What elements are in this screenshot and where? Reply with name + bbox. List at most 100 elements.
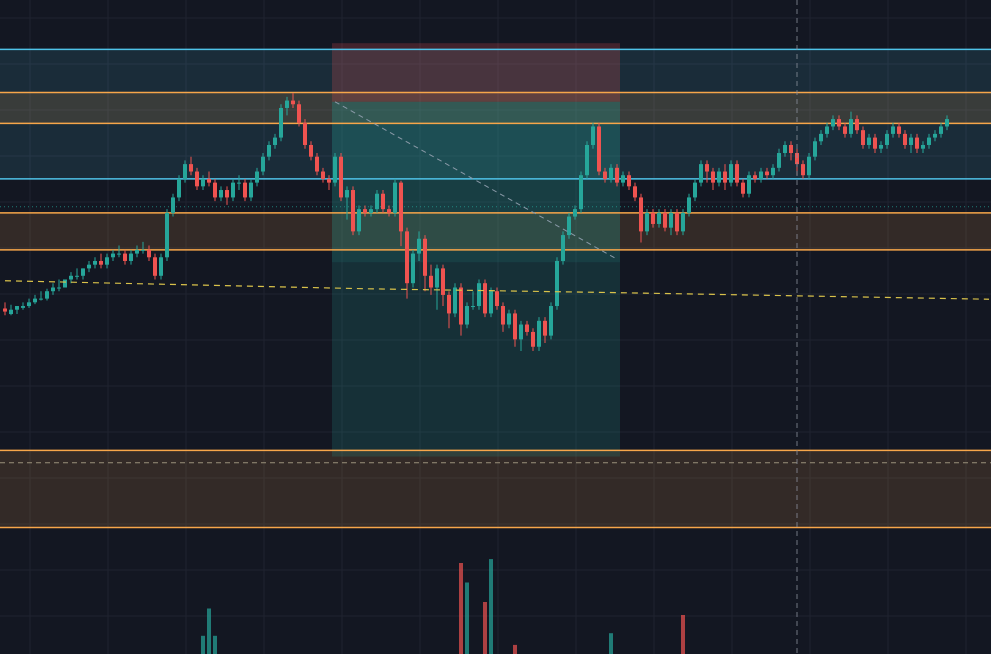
candle-body: [129, 253, 133, 261]
candle-body: [327, 178, 331, 183]
candle-body: [555, 260, 559, 307]
candle-body: [81, 268, 85, 276]
candle-body: [549, 306, 553, 336]
candle-body: [801, 164, 805, 176]
candle-body: [759, 171, 763, 179]
candle-body: [783, 144, 787, 154]
zone-orange: [0, 450, 991, 528]
candle-body: [825, 126, 829, 134]
volume-bar: [489, 559, 493, 654]
candle-body: [123, 253, 127, 261]
candle-body: [579, 175, 583, 210]
candle-body: [897, 126, 901, 134]
candle-body: [105, 257, 109, 265]
candle-body: [21, 306, 25, 308]
candle-body: [441, 268, 445, 295]
candle-body: [231, 182, 235, 198]
candle-body: [309, 144, 313, 157]
candle-body: [117, 253, 121, 255]
candle-body: [591, 126, 595, 145]
candle-body: [687, 197, 691, 213]
candle-body: [909, 137, 913, 145]
candle-body: [891, 126, 895, 134]
candle-body: [705, 164, 709, 172]
candle-body: [795, 153, 799, 165]
candle-body: [531, 331, 535, 347]
candle-body: [267, 144, 271, 157]
candle-body: [663, 212, 667, 228]
candle-body: [789, 144, 793, 154]
candle-body: [819, 133, 823, 142]
zones: [0, 49, 991, 528]
candle-body: [921, 144, 925, 149]
volume-bar: [207, 608, 211, 654]
candle-body: [243, 182, 247, 198]
candle-body: [153, 257, 157, 276]
candle-body: [93, 260, 97, 265]
candle-body: [837, 119, 841, 127]
candle-body: [393, 182, 397, 213]
moving-average-line: [4, 280, 990, 300]
candle-body: [933, 133, 937, 138]
candle-body: [75, 275, 79, 277]
candle-body: [495, 291, 499, 307]
candle-body: [693, 182, 697, 198]
candle-body: [303, 122, 307, 145]
candle-body: [747, 175, 751, 194]
candle-body: [15, 306, 19, 310]
position-target-zone: [332, 101, 620, 457]
candle-body: [285, 100, 289, 108]
volume-bar: [681, 615, 685, 654]
candle-body: [363, 209, 367, 213]
candle-body: [27, 302, 31, 307]
candle-body: [291, 100, 295, 105]
candle-body: [465, 306, 469, 325]
candle-body: [657, 212, 661, 224]
candle-body: [585, 144, 589, 176]
candle-body: [855, 119, 859, 131]
candle-body: [405, 231, 409, 284]
candle-body: [885, 133, 889, 145]
candle-body: [945, 119, 949, 127]
zone-blue: [0, 49, 991, 179]
candle-body: [561, 235, 565, 261]
candle-body: [189, 164, 193, 172]
candle-body: [237, 182, 241, 184]
candle-body: [729, 164, 733, 183]
candle-body: [339, 156, 343, 198]
candle-body: [903, 133, 907, 145]
candle-body: [753, 175, 757, 179]
candle-body: [147, 249, 151, 258]
candle-body: [39, 298, 43, 300]
candle-body: [279, 107, 283, 138]
candle-body: [447, 294, 451, 314]
candle-body: [321, 171, 325, 179]
candle-body: [99, 260, 103, 265]
candle-body: [219, 190, 223, 198]
candle-body: [735, 164, 739, 183]
volume-bar: [465, 582, 469, 654]
candle-body: [675, 212, 679, 232]
candle-body: [381, 193, 385, 210]
candle-body: [723, 171, 727, 183]
candle-body: [297, 104, 301, 123]
volume-bar: [201, 635, 205, 654]
candle-body: [411, 253, 415, 284]
candle-body: [345, 190, 349, 198]
candle-body: [639, 197, 643, 232]
candle-body: [333, 156, 337, 183]
candle-body: [399, 182, 403, 232]
candle-body: [567, 216, 571, 236]
candle-body: [417, 238, 421, 254]
candle-body: [63, 279, 67, 288]
candle-body: [375, 193, 379, 210]
candle-body: [387, 209, 391, 213]
candle-body: [627, 175, 631, 187]
candle-body: [453, 287, 457, 314]
candle-body: [471, 306, 475, 308]
candle-body: [813, 141, 817, 157]
candle-body: [843, 126, 847, 134]
